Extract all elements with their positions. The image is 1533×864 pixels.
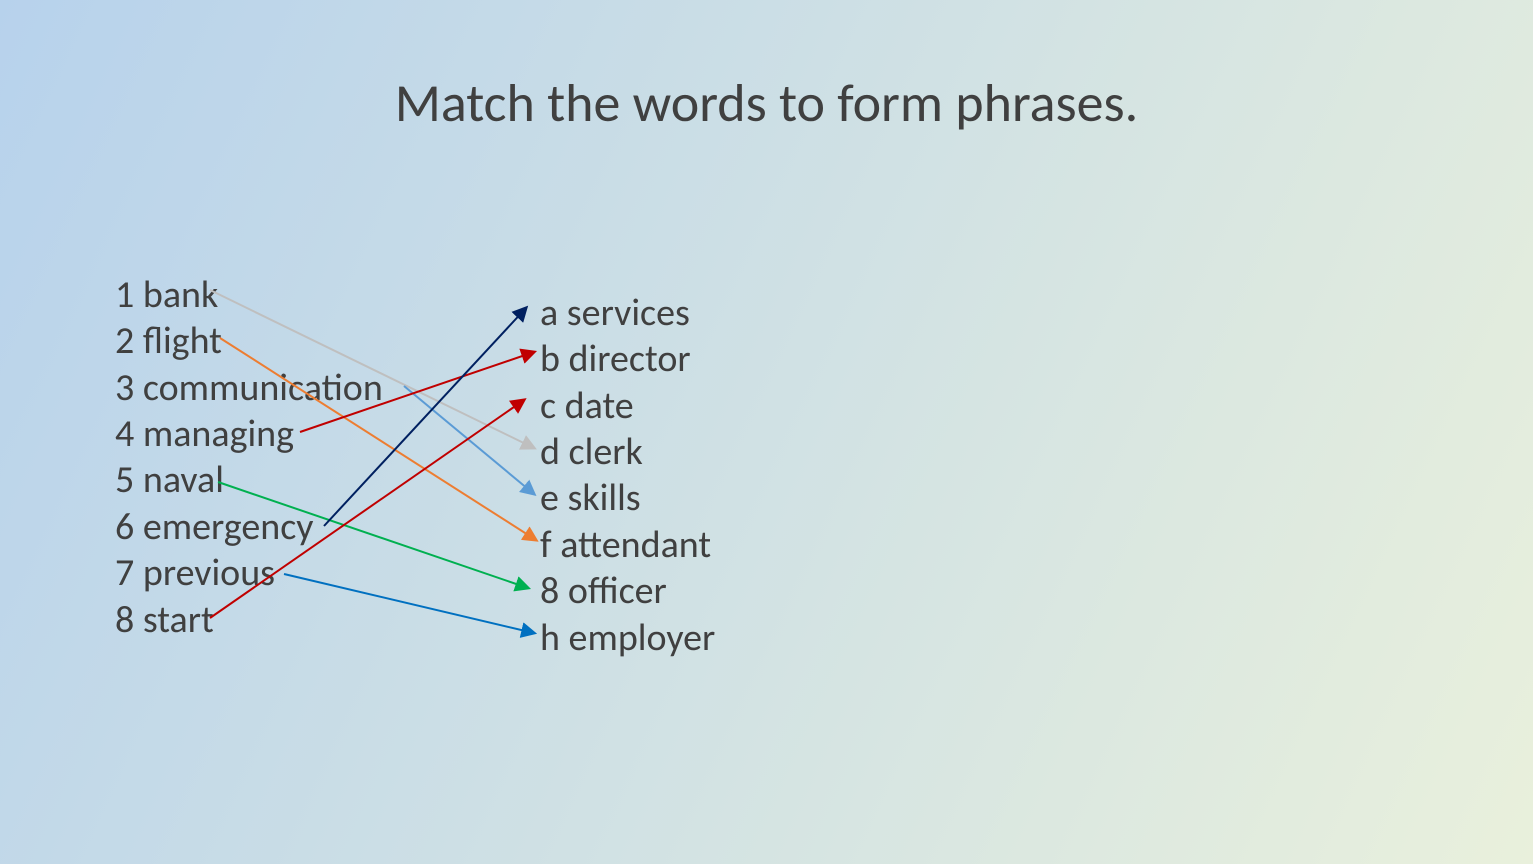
left-list-item-6: 7 previous [115,550,383,596]
left-list-item-0: 1 bank [115,272,383,318]
slide-title: Match the words to form phrases. [0,70,1533,136]
slide: Match the words to form phrases. 1 bank2… [0,0,1533,864]
left-list-item-7: 8 start [115,597,383,643]
right-list-item-2: c date [540,383,715,429]
right-list-item-7: h employer [540,615,715,661]
left-list-item-3: 4 managing [115,411,383,457]
right-list-item-5: f attendant [540,522,715,568]
right-list-item-3: d clerk [540,429,715,475]
left-list-item-4: 5 naval [115,457,383,503]
right-list-item-1: b director [540,336,715,382]
left-list-item-5: 6 emergency [115,504,383,550]
match-arrow-2 [404,386,534,494]
left-list-item-1: 2 flight [115,318,383,364]
left-list-item-2: 3 communication [115,365,383,411]
right-list-item-4: e skills [540,475,715,521]
right-list-item-0: a services [540,290,715,336]
right-list-item-6: 8 officer [540,568,715,614]
left-list: 1 bank2 flight3 communication4 managing5… [115,272,383,643]
right-list: a servicesb directorc dated clerke skill… [540,290,715,661]
